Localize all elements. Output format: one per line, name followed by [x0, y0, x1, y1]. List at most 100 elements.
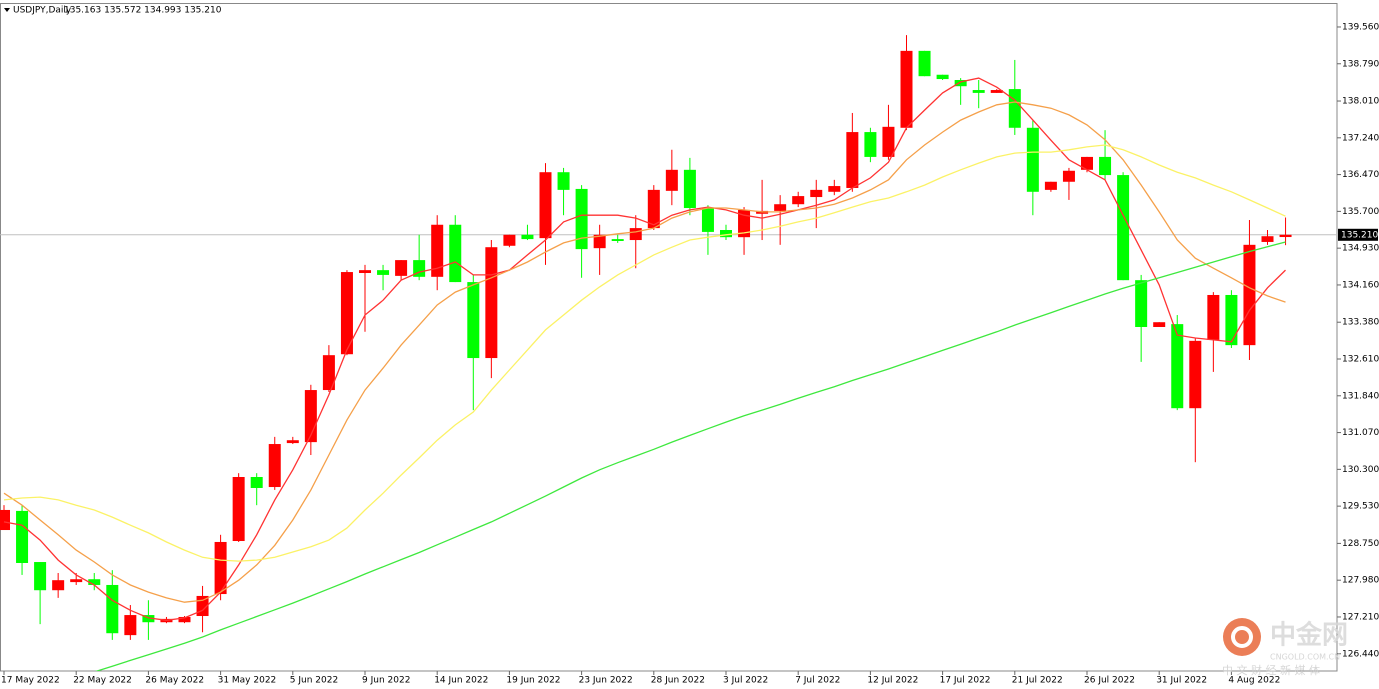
- y-tick-label: 127.980: [1342, 576, 1379, 586]
- x-tick-label: 21 Jul 2022: [1012, 676, 1063, 686]
- candle-body: [774, 204, 787, 211]
- candle-body: [0, 509, 10, 531]
- candle-body: [322, 355, 335, 391]
- x-tick-label: 26 May 2022: [145, 676, 204, 686]
- candle-body: [1099, 156, 1112, 176]
- x-tick-label: 14 Jun 2022: [434, 676, 488, 686]
- candle-body: [593, 234, 606, 249]
- candle-body: [918, 50, 931, 77]
- moving-average: [94, 241, 1286, 671]
- candle-body: [990, 90, 1003, 93]
- candle-body: [286, 440, 299, 444]
- x-tick-label: 23 Jun 2022: [579, 676, 633, 686]
- candle-body: [70, 579, 83, 583]
- y-tick-label: 127.210: [1342, 612, 1379, 622]
- watermark-logo: [1223, 618, 1261, 656]
- candle-body: [106, 584, 119, 634]
- candle-body: [701, 208, 714, 232]
- candle-body: [1135, 280, 1148, 327]
- candle-body: [539, 172, 552, 239]
- y-tick-label: 137.240: [1342, 133, 1379, 143]
- candle-body: [340, 272, 353, 355]
- x-tick-label: 4 Aug 2022: [1228, 676, 1280, 686]
- watermark-slogan: 中 文 财 经 新 媒 体: [1222, 663, 1320, 677]
- watermark-logo-mark: [1231, 626, 1253, 648]
- candle-body: [882, 126, 895, 157]
- candle-body: [521, 234, 534, 240]
- candle-body: [359, 270, 371, 274]
- candle-body: [665, 169, 678, 191]
- plot-frame: [0, 3, 1338, 672]
- watermark-url: CNGOLD.COM.CN: [1270, 653, 1340, 662]
- candle-body: [16, 510, 29, 563]
- candle-body: [972, 90, 985, 93]
- y-tick-label: 138.790: [1342, 59, 1379, 69]
- candle-body: [1081, 156, 1093, 170]
- x-tick-label: 28 Jun 2022: [651, 676, 705, 686]
- candle-body: [738, 209, 751, 238]
- candle-body: [413, 260, 426, 277]
- watermark: 中金网 CNGOLD.COM.CN 中 文 财 经 新 媒 体: [1222, 618, 1348, 677]
- candle-body: [1117, 175, 1130, 281]
- candle-body: [936, 74, 949, 80]
- candle-body: [88, 579, 101, 585]
- candle-body: [810, 189, 823, 198]
- moving-average: [3, 101, 1286, 603]
- y-tick-label: 129.530: [1342, 502, 1379, 512]
- candle-body: [1044, 181, 1057, 190]
- candle-body: [34, 562, 47, 591]
- candle-body: [431, 224, 444, 277]
- candle-body: [395, 260, 408, 276]
- candle-body: [1062, 170, 1075, 182]
- candle-body: [250, 476, 263, 488]
- candle-body: [720, 230, 732, 238]
- y-tick-label: 126.440: [1342, 649, 1379, 659]
- candle-body: [1207, 294, 1220, 340]
- candle-body: [557, 172, 570, 190]
- candle-body: [467, 282, 480, 359]
- candle-body: [846, 132, 859, 188]
- y-tick-label: 139.560: [1342, 22, 1379, 32]
- x-tick-label: 31 May 2022: [218, 676, 277, 686]
- candle-body: [268, 444, 281, 488]
- last-price-tag: [1338, 228, 1378, 241]
- candle-body: [377, 270, 390, 275]
- candle-body: [142, 615, 155, 623]
- menu-arrow[interactable]: [4, 8, 10, 12]
- candle-body: [864, 132, 877, 157]
- candle-body: [503, 234, 516, 246]
- y-tick-label: 138.010: [1342, 97, 1379, 107]
- x-tick-label: 12 Jul 2022: [867, 676, 918, 686]
- y-tick-label: 128.750: [1342, 539, 1379, 549]
- x-tick-label: 26 Jul 2022: [1084, 676, 1135, 686]
- y-tick-label: 136.470: [1342, 170, 1379, 180]
- x-tick-label: 9 Jun 2022: [362, 676, 410, 686]
- y-tick-label: 130.300: [1342, 465, 1379, 475]
- x-tick-label: 5 Jun 2022: [290, 676, 338, 686]
- x-tick-label: 3 Jul 2022: [723, 676, 768, 686]
- y-tick-label: 133.380: [1342, 318, 1379, 328]
- y-tick-label: 132.610: [1342, 354, 1379, 364]
- plot-area: [0, 35, 1337, 671]
- candle-body: [1171, 324, 1184, 409]
- x-tick-label: 19 Jun 2022: [506, 676, 560, 686]
- candle-body: [1008, 89, 1021, 128]
- candle-body: [178, 616, 191, 623]
- watermark-name: 中金网: [1270, 620, 1348, 651]
- candle-body: [1153, 322, 1166, 327]
- chart-title: USDJPY,Daily: [13, 6, 72, 16]
- x-tick-label: 22 May 2022: [73, 676, 132, 686]
- candle-body: [828, 186, 841, 192]
- x-tick-label: 7 Jul 2022: [795, 676, 840, 686]
- candle-body: [1279, 234, 1292, 238]
- candle-body: [232, 476, 245, 542]
- ohlc-header: 135.163 135.572 134.993 135.210: [64, 6, 222, 16]
- x-tick-label: 17 May 2022: [1, 676, 60, 686]
- candle-body: [449, 224, 462, 283]
- y-tick-label: 131.070: [1342, 428, 1379, 438]
- candle-body: [1026, 127, 1039, 192]
- x-tick-label: 31 Jul 2022: [1156, 676, 1207, 686]
- x-tick-label: 17 Jul 2022: [940, 676, 991, 686]
- y-tick-label: 135.700: [1342, 207, 1379, 217]
